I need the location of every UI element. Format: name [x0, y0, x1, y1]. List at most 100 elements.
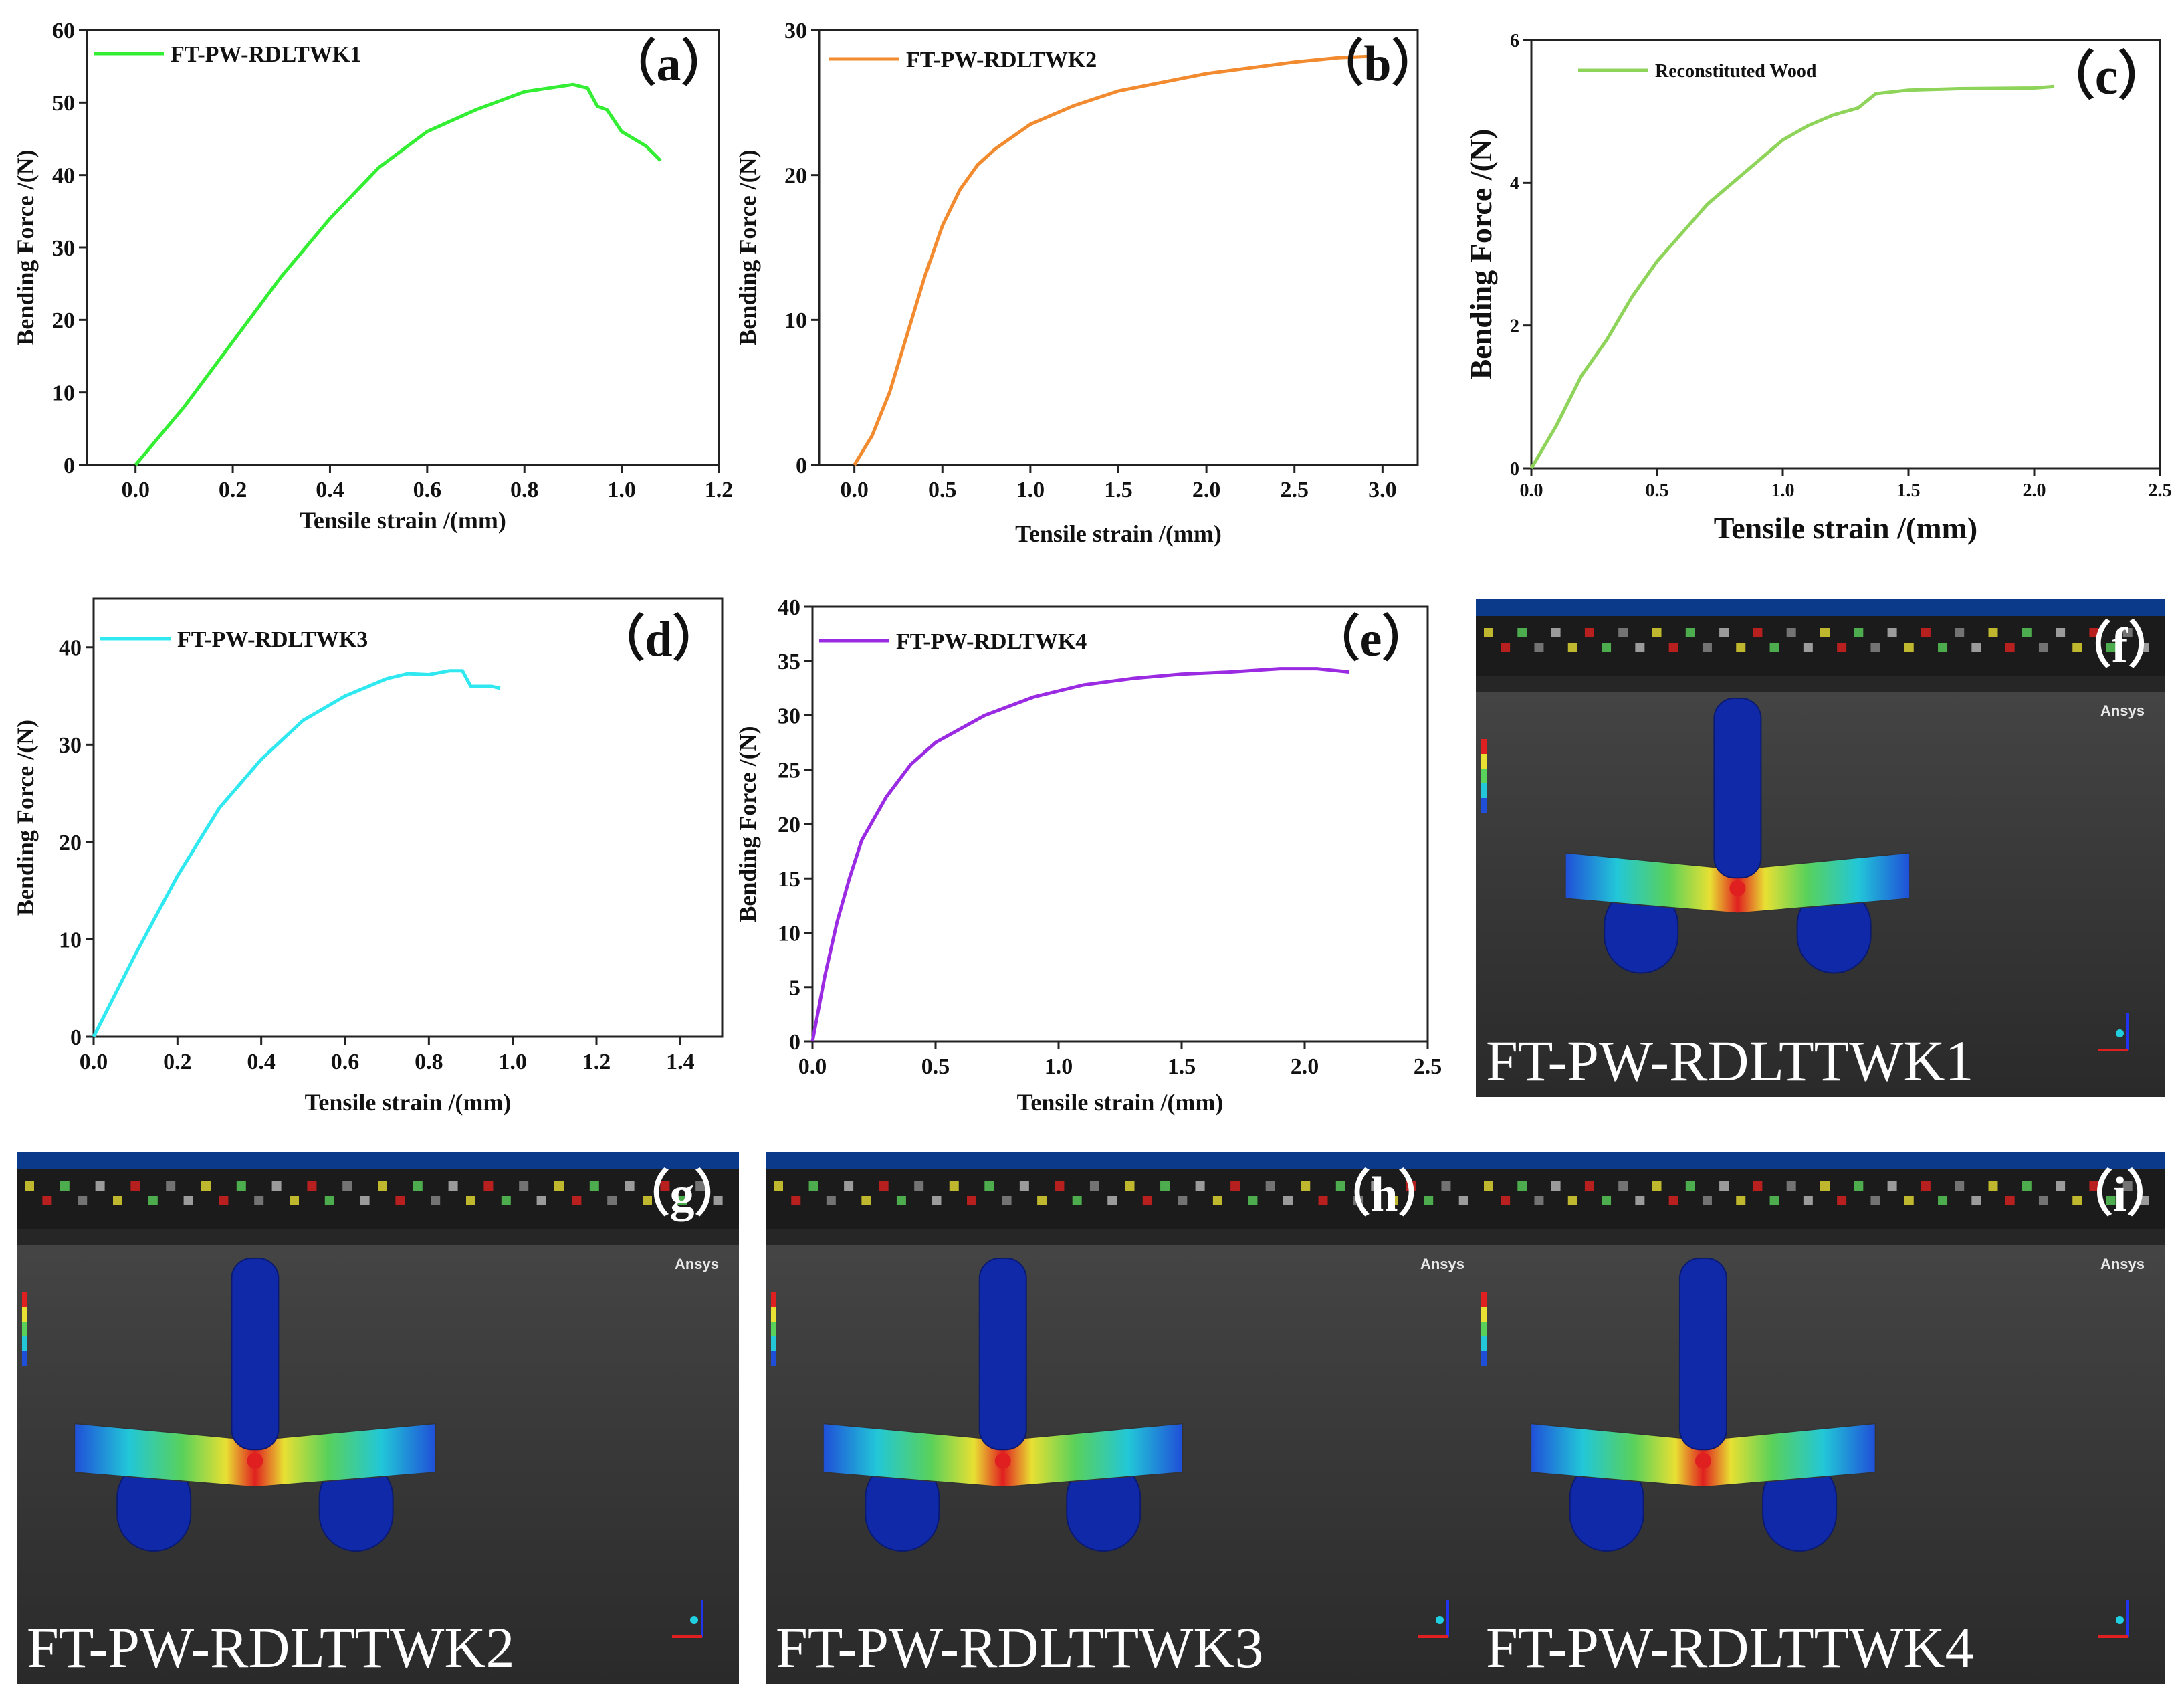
stress-legend-bin	[1481, 1307, 1487, 1322]
toolbar-icon	[1107, 1196, 1117, 1205]
loading-pin	[1678, 1258, 1727, 1451]
toolbar-icon	[1406, 1181, 1416, 1191]
toolbar-icon	[1484, 1181, 1493, 1191]
toolbar-icon	[1988, 1181, 1998, 1191]
toolbar-icon	[1584, 1181, 1594, 1191]
toolbar-icon	[1685, 1181, 1695, 1191]
ribbon-toolbar	[1476, 616, 2165, 676]
toolbar-icon	[589, 1181, 599, 1191]
toolbar-icon	[861, 1196, 871, 1205]
x-tick-label: 0.5	[921, 1054, 950, 1079]
x-axis-label: Tensile strain /(mm)	[305, 1089, 512, 1116]
y-tick-label: 30	[59, 733, 82, 758]
toolbar-icon	[2056, 1181, 2066, 1191]
toolbar-icon	[1854, 1181, 1864, 1191]
y-tick-label: 30	[778, 704, 800, 728]
toolbar-icon	[896, 1196, 906, 1205]
toolbar-icon	[949, 1181, 959, 1191]
toolbar-icon	[1534, 643, 1544, 652]
chart-panel-d: 0.0 0.2 0.4 0.6 0.8 1.0 1.2 1.4 0 10 20 30 40 Tensile…	[12, 597, 724, 1116]
legend-label: FT-PW-RDLTWK3	[177, 627, 368, 652]
toolbar-icon	[2122, 1181, 2133, 1191]
x-tick-label: 0.6	[331, 1049, 360, 1074]
toolbar-icon	[1160, 1181, 1170, 1191]
ribbon-toolbar	[17, 1169, 739, 1229]
y-tick-label: 25	[778, 759, 800, 783]
toolbar-icon	[324, 1196, 334, 1205]
toolbar-icon	[1971, 1196, 1981, 1205]
toolbar-icon	[1837, 1196, 1847, 1205]
y-tick-label: 20	[778, 813, 800, 837]
toolbar-icon	[808, 1181, 818, 1191]
x-tick-label: 1.5	[1897, 480, 1921, 501]
stress-legend-bin	[1481, 783, 1487, 798]
toolbar-icon	[271, 1181, 282, 1191]
x-axis-label: Tensile strain /(mm)	[1714, 511, 1977, 545]
window-titlebar	[766, 1152, 1485, 1169]
toolbar-icon	[2072, 1196, 2082, 1205]
toolbar-icon	[1178, 1196, 1188, 1205]
toolbar-icon	[1652, 1181, 1662, 1191]
simulation-panel-f: Ansys FT-PW-RDLTTWK1 （f）	[1476, 599, 2177, 1097]
toolbar-icon	[1265, 1181, 1275, 1191]
toolbar-icon	[1567, 643, 1577, 652]
x-tick-label: 1.5	[1168, 1054, 1196, 1079]
toolbar-icon	[1887, 628, 1897, 637]
toolbar-icon	[1668, 643, 1678, 652]
toolbar-icon	[431, 1196, 441, 1205]
y-tick-label: 40	[778, 595, 800, 620]
toolbar-icon	[183, 1196, 193, 1205]
toolbar-icon	[677, 1196, 687, 1205]
toolbar-icon	[713, 1196, 723, 1205]
toolbar-icon	[2089, 628, 2099, 637]
toolbar-icon	[201, 1181, 211, 1191]
secondary-toolbar	[1476, 1229, 2165, 1245]
chart-panel-a: 0.0 0.2 0.4 0.6 0.8 1.0 1.2 0 10 20 30 40 50 60 Tensil…	[12, 19, 733, 534]
x-tick-label: 1.0	[498, 1049, 527, 1074]
software-brand: Ansys	[2100, 1256, 2145, 1272]
toolbar-icon	[1887, 1181, 1897, 1191]
toolbar-icon	[1517, 1181, 1527, 1191]
toolbar-icon	[1988, 628, 1998, 637]
x-tick-label: 0.4	[247, 1049, 276, 1074]
toolbar-icon	[2005, 1196, 2015, 1205]
toolbar-icon	[1803, 1196, 1813, 1205]
toolbar-icon	[1501, 1196, 1511, 1205]
toolbar-icon	[1921, 1181, 1931, 1191]
x-tick-label: 1.0	[1016, 478, 1045, 502]
toolbar-icon	[1635, 1196, 1645, 1205]
x-axis-label: Tensile strain /(mm)	[300, 507, 506, 534]
legend-label: FT-PW-RDLTWK2	[906, 47, 1097, 72]
x-tick-label: 0.0	[1520, 480, 1543, 501]
y-axis-label: Bending Force /(N)	[734, 149, 761, 345]
toolbar-icon	[1072, 1196, 1082, 1205]
ribbon-toolbar	[766, 1169, 1485, 1229]
toolbar-icon	[1736, 1196, 1746, 1205]
y-axis-label: Bending Force /(N)	[1464, 129, 1498, 380]
toolbar-icon	[2005, 643, 2015, 652]
toolbar-icon	[219, 1196, 229, 1205]
toolbar-icon	[360, 1196, 370, 1205]
toolbar-icon	[1837, 643, 1847, 652]
x-tick-label: 1.5	[1104, 478, 1133, 502]
secondary-toolbar	[766, 1229, 1485, 1245]
toolbar-icon	[1002, 1196, 1012, 1205]
stress-legend-bin	[22, 1307, 27, 1322]
toolbar-icon	[1870, 643, 1880, 652]
toolbar-icon	[1584, 628, 1594, 637]
stress-hotspot	[994, 1452, 1011, 1469]
toolbar-icon	[1955, 1181, 1965, 1191]
series-line	[853, 54, 1374, 466]
toolbar-icon	[395, 1196, 405, 1205]
panel-label: （f）	[2062, 619, 2178, 674]
series-line	[1529, 84, 2055, 470]
panel-label: （h）	[1321, 1167, 1447, 1222]
toolbar-icon	[2089, 1181, 2099, 1191]
toolbar-icon	[448, 1181, 458, 1191]
stress-legend-bin	[771, 1322, 776, 1336]
toolbar-icon	[2139, 643, 2149, 652]
toolbar-icon	[307, 1181, 317, 1191]
toolbar-icon	[2022, 1181, 2032, 1191]
y-axis-label: Bending Force /(N)	[734, 726, 761, 922]
stress-legend-bin	[22, 1336, 27, 1351]
